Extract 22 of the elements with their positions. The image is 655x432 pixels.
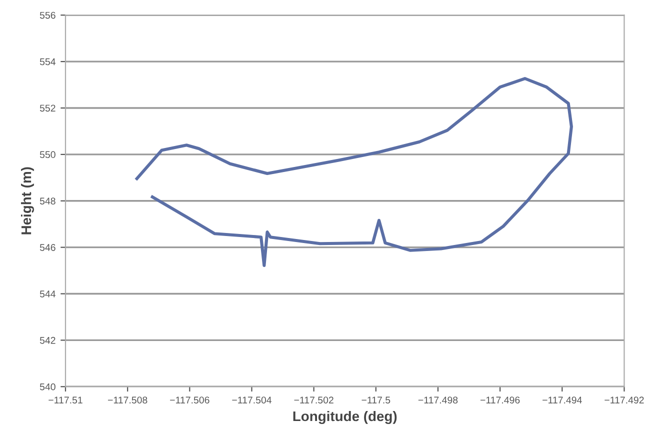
x-tick-label: −117.5 [362,396,390,404]
x-tick-label: −117.494 [542,396,582,404]
x-tick-label: −117.492 [604,396,644,404]
y-axis-title: Height (m) [20,167,34,234]
y-tick-label: 556 [40,12,56,19]
x-tick-label: −117.504 [232,396,272,404]
y-tick-label: 554 [40,58,56,66]
y-tick-label: 542 [40,336,56,344]
y-tick-label: 544 [40,290,56,298]
y-tick-label: 540 [40,383,56,390]
x-axis-title: Longitude (deg) [293,410,397,424]
y-tick-label: 550 [40,151,56,158]
x-tick-label: −117.506 [170,396,210,404]
x-tick-label: −117.51 [48,396,82,404]
x-tick-label: −117.502 [294,396,334,404]
y-tick-label: 552 [40,104,56,112]
y-tick-label: 548 [40,198,56,204]
y-tick-label: 546 [40,244,56,251]
x-tick-label: −117.496 [480,396,520,404]
x-tick-label: −117.498 [418,396,458,404]
x-tick-label: −117.508 [108,396,148,404]
line-series [135,76,573,267]
